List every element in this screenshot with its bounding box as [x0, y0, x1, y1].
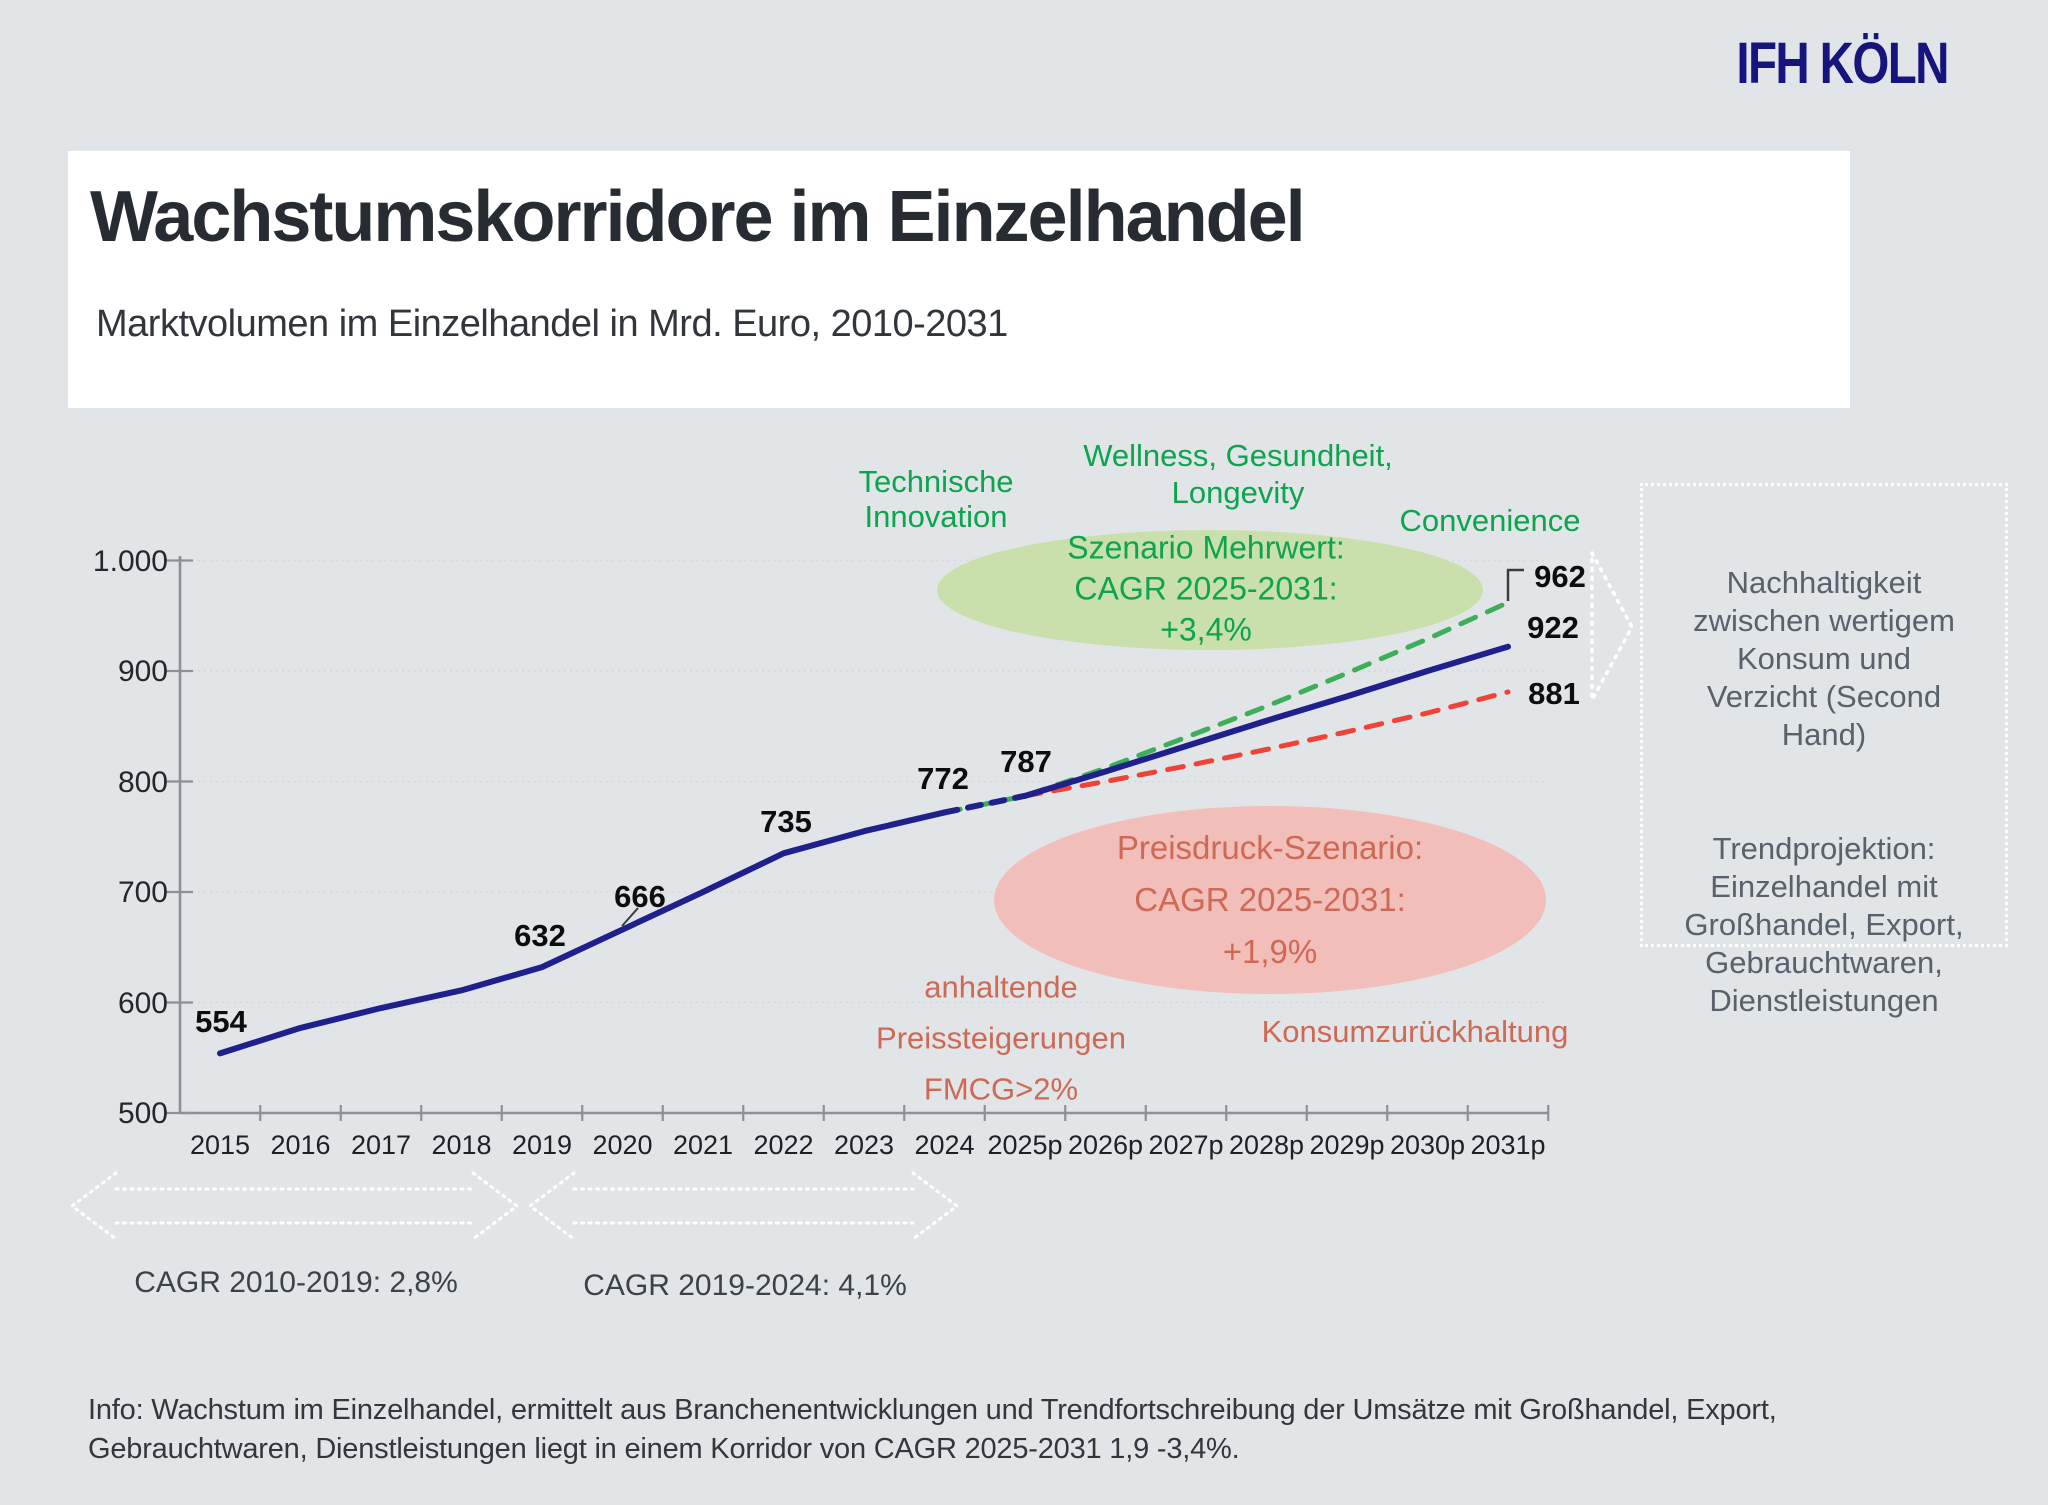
main-line-transition	[941, 792, 1028, 816]
side-info-box: Nachhaltigkeit zwischen wertigem Konsum …	[1640, 483, 2008, 1018]
preisdruck-scenario-ellipse	[994, 806, 1546, 994]
main-line-actual	[217, 809, 948, 1057]
cagr-arrow-2019-2024-right-head	[911, 1171, 960, 1241]
lower-scenario-line	[1022, 689, 1511, 799]
info-box-paragraph-2: Trendprojektion: Einzelhandel mit Großha…	[1684, 831, 1964, 1018]
page-subtitle: Marktvolumen im Einzelhandel in Mrd. Eur…	[96, 303, 1008, 345]
main-line-projection	[1022, 643, 1511, 799]
mehrwert-scenario-ellipse	[937, 530, 1483, 650]
cagr-arrow-2010-2019-left-head	[69, 1171, 118, 1241]
footer-notes: Info: Wachstum im Einzelhandel, ermittel…	[88, 1352, 1777, 1505]
footer-info-line: Info: Wachstum im Einzelhandel, ermittel…	[88, 1394, 1777, 1465]
info-box-paragraph-1: Nachhaltigkeit zwischen wertigem Konsum …	[1693, 565, 1955, 752]
cagr-2010-2019-label: CAGR 2010-2019: 2,8%	[134, 1266, 458, 1299]
info-box-arrow	[1590, 552, 1634, 701]
leader-962	[1506, 568, 1524, 601]
ifh-koeln-logo: IFH KÖLN	[1736, 31, 1950, 96]
page-title: Wachstumskorridore im Einzelhandel	[90, 177, 1306, 257]
cagr-arrow-2010-2019-right-head	[471, 1171, 520, 1241]
header-panel	[68, 151, 1850, 408]
cagr-2019-2024-label: CAGR 2019-2024: 4,1%	[583, 1269, 907, 1302]
leader-666	[621, 907, 639, 927]
cagr-arrow-2019-2024-left-head	[527, 1171, 576, 1241]
